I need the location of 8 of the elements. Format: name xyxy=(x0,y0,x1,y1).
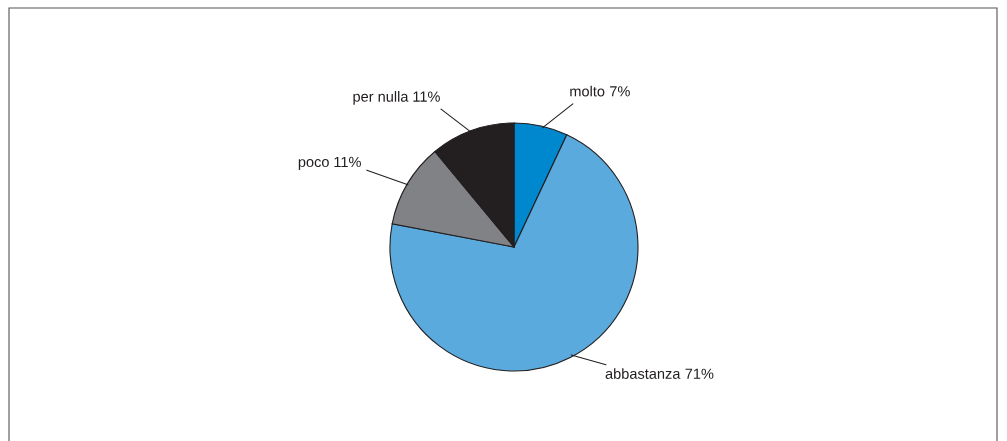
slice-label: per nulla xyxy=(353,91,409,105)
data-label: 71% xyxy=(685,368,714,379)
data-label: 11% xyxy=(334,156,361,168)
data-label: 7% xyxy=(610,86,630,97)
slice-label: poco xyxy=(298,159,329,170)
slice-label: molto xyxy=(570,85,605,97)
slice-label: abbastanza xyxy=(605,368,681,379)
data-label: 11% xyxy=(413,91,440,102)
